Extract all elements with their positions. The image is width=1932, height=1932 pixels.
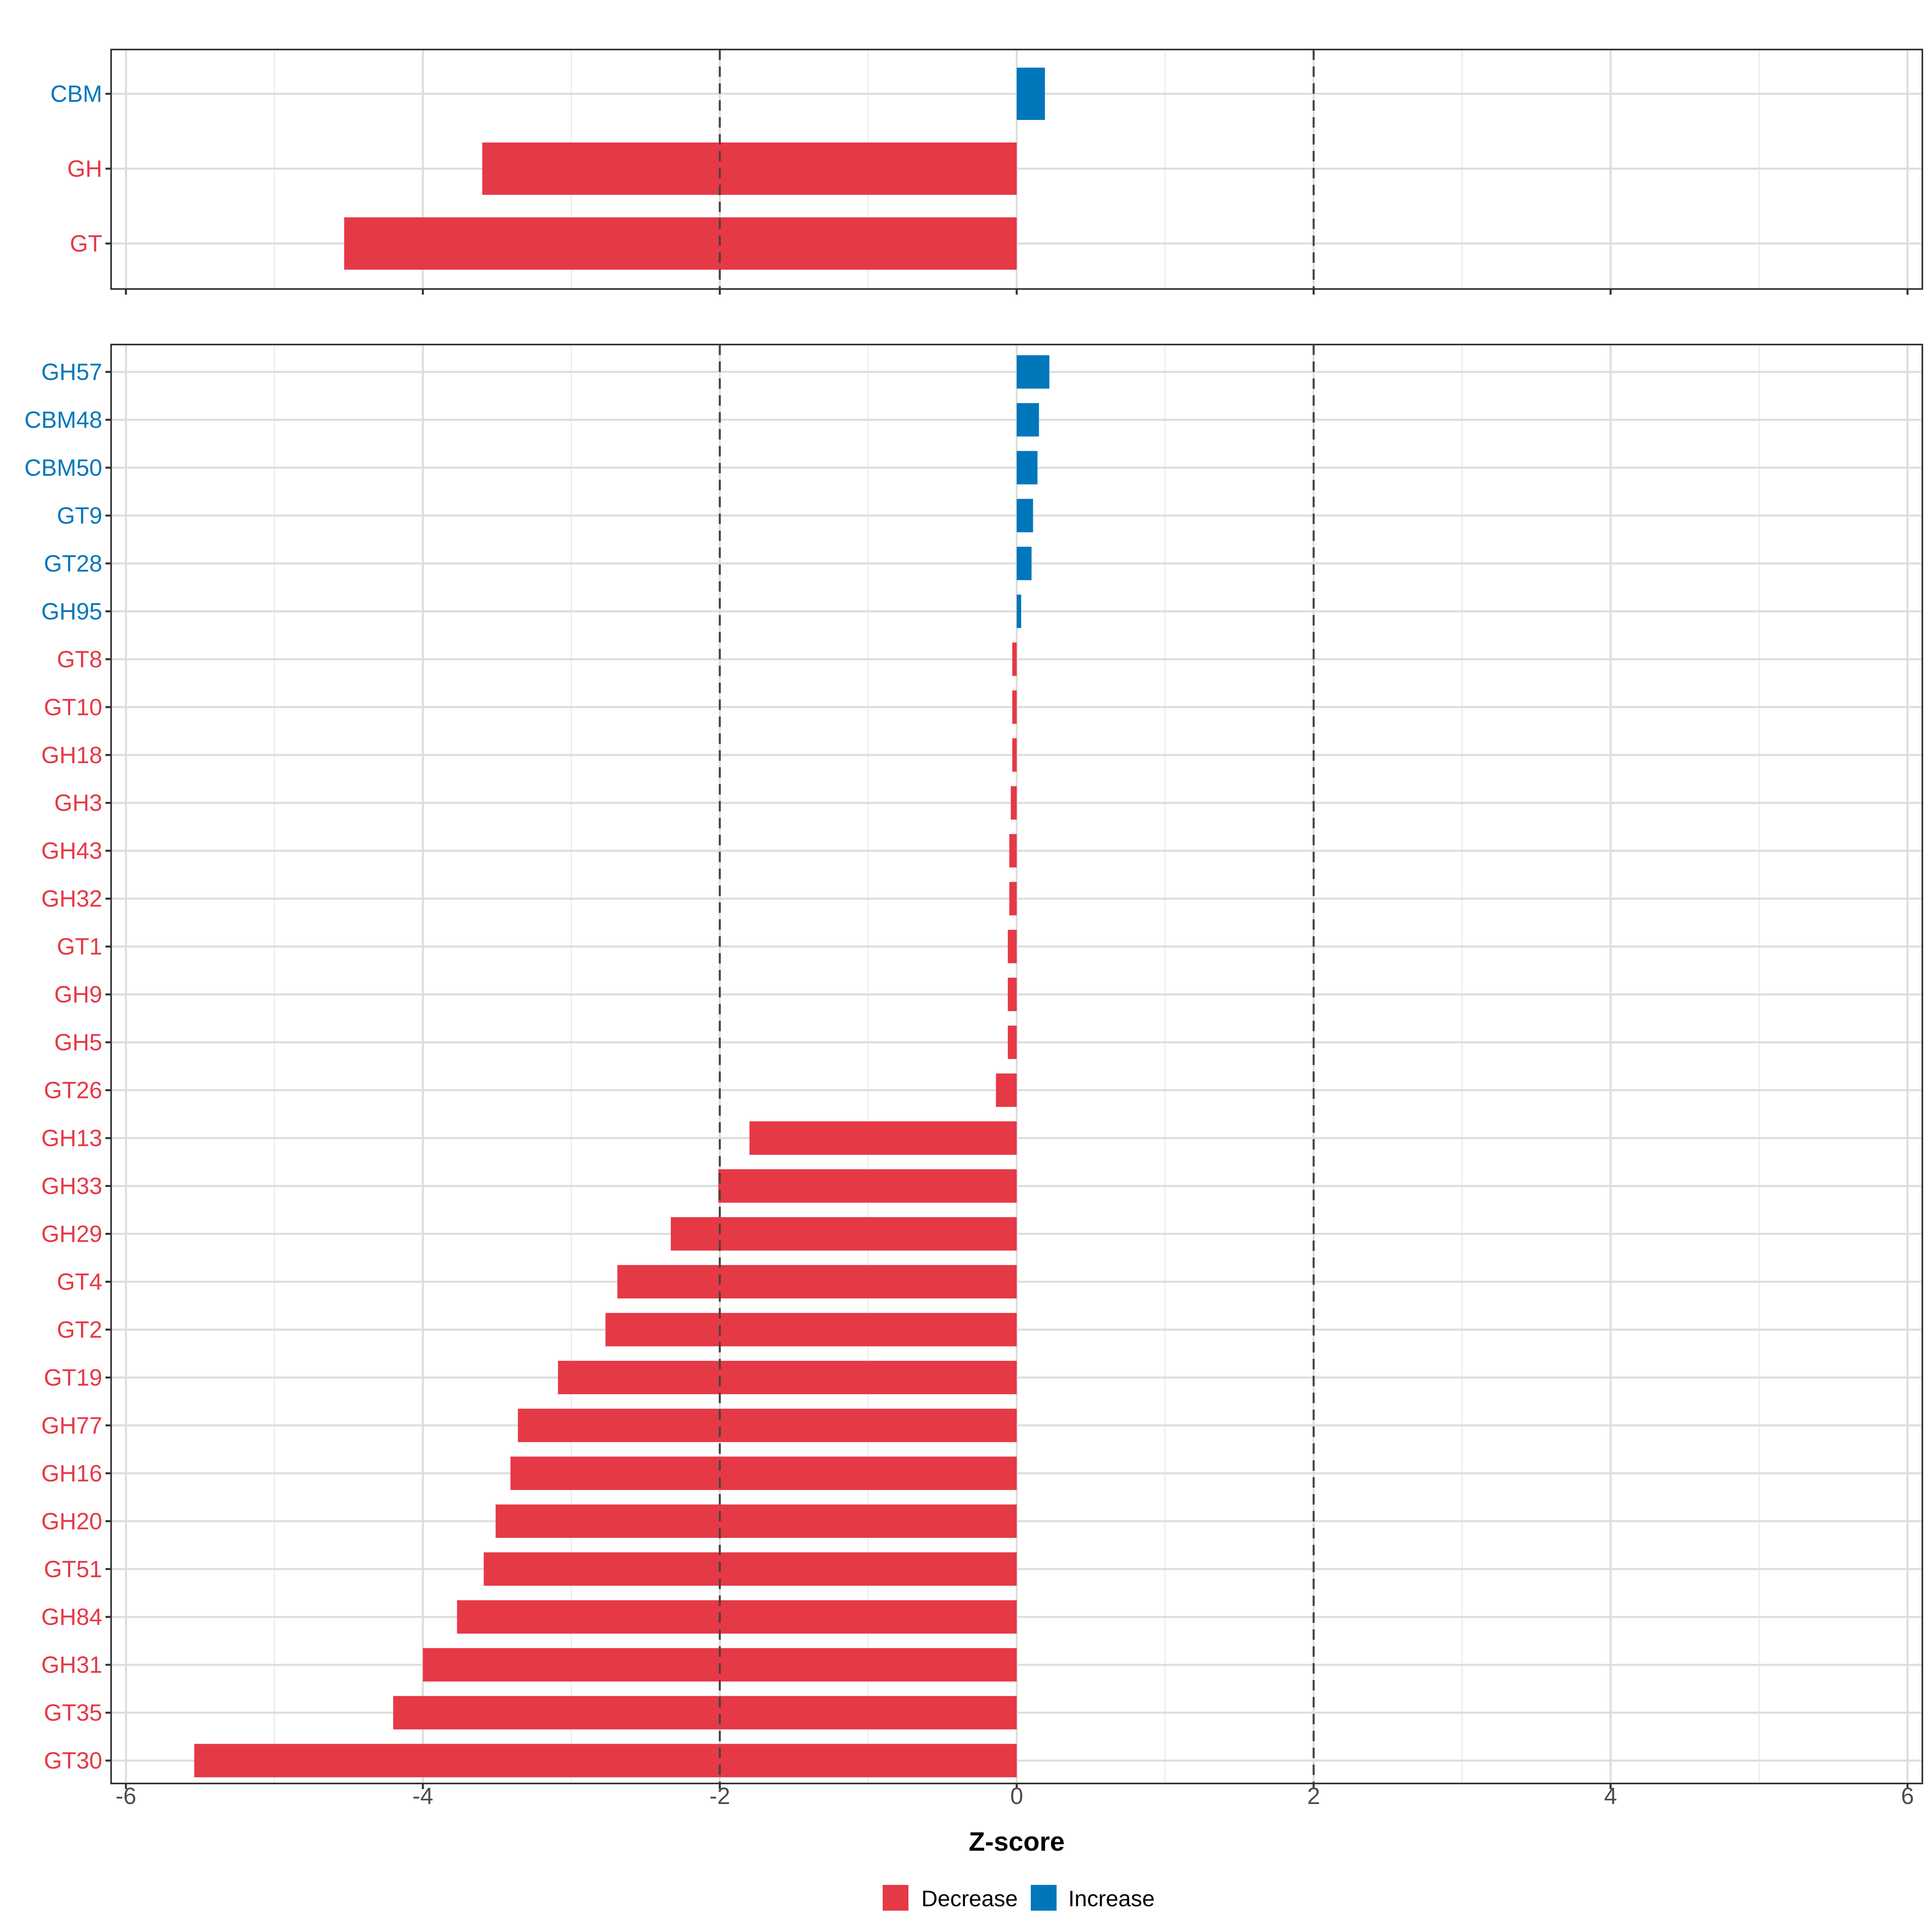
bar-gh20 <box>495 1504 1017 1538</box>
y-tick-label-gt19: GT19 <box>44 1364 102 1391</box>
bar-cbm50 <box>1017 451 1038 485</box>
bar-gt19 <box>558 1360 1017 1394</box>
y-tick-label-gh9: GH9 <box>54 982 102 1008</box>
y-tick-label-gt30: GT30 <box>44 1748 102 1774</box>
bar-gt30 <box>194 1744 1017 1777</box>
bar-gt51 <box>483 1552 1017 1586</box>
bar-gh <box>482 142 1017 195</box>
bar-gh16 <box>510 1456 1017 1490</box>
legend: Decrease Increase <box>883 1885 1155 1911</box>
y-tick-label-gh84: GH84 <box>41 1604 102 1630</box>
x-tick-label: -2 <box>710 1783 731 1809</box>
bar-cbm48 <box>1017 403 1039 437</box>
bar-gt2 <box>605 1313 1017 1346</box>
y-tick-label-gt26: GT26 <box>44 1077 102 1104</box>
y-tick-label-gh: GH <box>67 156 102 182</box>
panel-border <box>110 49 1923 290</box>
bar-gt26 <box>996 1073 1017 1107</box>
bar-gt10 <box>1012 690 1017 724</box>
y-tick-label-gh20: GH20 <box>41 1508 102 1534</box>
y-tick-label-cbm48: CBM48 <box>25 407 102 433</box>
top-panel: CBM GH GT <box>50 49 1923 295</box>
y-tick-label-gh32: GH32 <box>41 886 102 912</box>
y-tick-label-gh3: GH3 <box>54 790 102 816</box>
x-tick-label: 4 <box>1604 1783 1617 1809</box>
y-tick-label-gh5: GH5 <box>54 1030 102 1056</box>
legend-swatch-increase <box>1031 1885 1057 1911</box>
y-tick-label-gh77: GH77 <box>41 1412 102 1439</box>
legend-label-decrease: Decrease <box>921 1886 1018 1911</box>
bar-cbm <box>1017 68 1045 120</box>
y-tick-label-gh31: GH31 <box>41 1652 102 1678</box>
bar-gh3 <box>1011 786 1017 820</box>
bar-gh33 <box>718 1169 1017 1203</box>
x-tick-label: 2 <box>1307 1783 1320 1809</box>
bar-gh57 <box>1017 355 1050 389</box>
bar-gh32 <box>1009 882 1017 916</box>
x-axis-title: Z-score <box>969 1827 1065 1856</box>
y-tick-label-gt10: GT10 <box>44 694 102 720</box>
y-tick-label-gt51: GT51 <box>44 1556 102 1582</box>
bar-gh95 <box>1017 594 1022 628</box>
y-tick-label-cbm: CBM <box>50 81 102 107</box>
bar-gh29 <box>671 1217 1017 1251</box>
bottom-panel: GH57 CBM48 CBM50 GT9 GT28 GH95 GT8 GT10 GH18 GH3 G… <box>25 344 1923 1789</box>
bar-gt1 <box>1007 930 1017 964</box>
legend-label-increase: Increase <box>1068 1886 1155 1911</box>
bar-gh77 <box>518 1408 1017 1442</box>
y-tick-label-gt2: GT2 <box>57 1317 102 1343</box>
y-tick-label-gt9: GT9 <box>57 503 102 529</box>
y-tick-label-gh33: GH33 <box>41 1173 102 1199</box>
y-tick-label-cbm50: CBM50 <box>25 455 102 481</box>
x-tick-label: -4 <box>413 1783 433 1809</box>
y-tick-label-gt4: GT4 <box>57 1269 102 1295</box>
bar-gt <box>344 217 1017 270</box>
bar-gh5 <box>1007 1026 1017 1059</box>
x-tick-label: 0 <box>1010 1783 1023 1809</box>
y-tick-label-gh95: GH95 <box>41 599 102 625</box>
bar-gt4 <box>617 1265 1017 1298</box>
bar-gh13 <box>749 1121 1017 1155</box>
y-tick-label-gt8: GT8 <box>57 646 102 673</box>
y-tick-label-gt: GT <box>70 231 102 257</box>
bar-gh9 <box>1007 978 1017 1011</box>
panel-border <box>110 344 1923 1784</box>
bar-gh84 <box>457 1600 1017 1634</box>
y-tick-label-gh29: GH29 <box>41 1221 102 1247</box>
bar-gt28 <box>1017 547 1032 580</box>
bar-gt35 <box>393 1696 1017 1730</box>
y-tick-label-gh13: GH13 <box>41 1125 102 1152</box>
y-tick-label-gh57: GH57 <box>41 359 102 385</box>
bar-gt9 <box>1017 499 1033 533</box>
y-tick-label-gh43: GH43 <box>41 838 102 864</box>
y-tick-label-gt35: GT35 <box>44 1700 102 1726</box>
x-axis: -6 -4 -2 0 2 4 6 <box>116 1783 1914 1809</box>
y-tick-label-gt28: GT28 <box>44 551 102 577</box>
y-tick-label-gh18: GH18 <box>41 742 102 768</box>
bar-gt8 <box>1012 642 1017 676</box>
bar-gh43 <box>1009 834 1017 868</box>
y-tick-label-gt1: GT1 <box>57 934 102 960</box>
x-tick-label: -6 <box>116 1783 136 1809</box>
y-tick-label-gh16: GH16 <box>41 1460 102 1486</box>
bar-gh18 <box>1012 738 1017 772</box>
legend-swatch-decrease <box>883 1885 908 1911</box>
x-tick-label: 6 <box>1901 1783 1914 1809</box>
